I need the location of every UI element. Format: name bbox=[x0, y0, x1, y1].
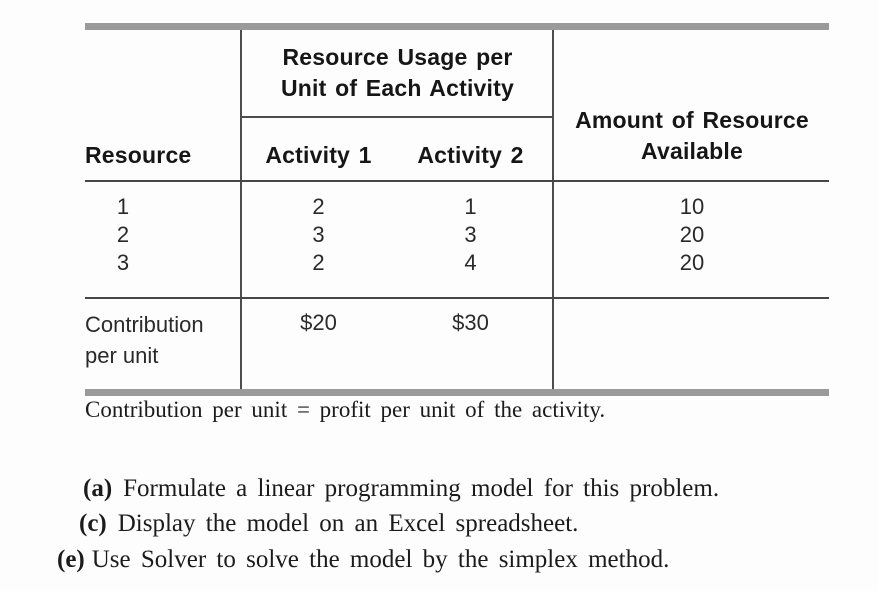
question-label: (e) bbox=[57, 546, 85, 573]
question-label: (c) bbox=[79, 510, 107, 537]
question-text: Formulate a linear programming model for… bbox=[123, 475, 720, 502]
table-bottom-bar bbox=[85, 389, 829, 396]
contribution-label-line2: per unit bbox=[85, 343, 159, 368]
cell-activity1: 3 bbox=[312, 222, 325, 247]
span-header-line1: Resource Usage per bbox=[282, 44, 513, 70]
amount-header-line1: Amount of Resource bbox=[575, 107, 809, 133]
cell-resource: 1 bbox=[116, 194, 130, 219]
column-header-activity2: Activity 2 bbox=[417, 142, 524, 168]
cell-activity2: 1 bbox=[464, 194, 477, 219]
span-header: Resource Usage per Unit of Each Activity bbox=[241, 42, 554, 104]
body-bottom-rule bbox=[85, 297, 829, 299]
cell-amount: 20 bbox=[679, 222, 705, 247]
question-text: Use Solver to solve the model by the sim… bbox=[91, 546, 670, 573]
cell-activity2: 3 bbox=[464, 222, 477, 247]
question-item-c: (c) Display the model on an Excel spreads… bbox=[79, 510, 578, 538]
question-text: Display the model on an Excel spreadshee… bbox=[117, 510, 579, 537]
contribution-row-label: Contribution per unit bbox=[85, 309, 204, 371]
cell-resource: 2 bbox=[116, 222, 130, 247]
question-label: (a) bbox=[83, 475, 113, 502]
column-header-amount-available: Amount of Resource Available bbox=[553, 105, 831, 167]
table-vertical-rule-right bbox=[552, 30, 554, 390]
table-top-bar bbox=[85, 23, 829, 30]
amount-header-line2: Available bbox=[641, 138, 743, 164]
column-header-resource: Resource bbox=[85, 142, 192, 168]
contribution-label-line1: Contribution bbox=[85, 312, 204, 337]
span-header-line2: Unit of Each Activity bbox=[281, 75, 514, 101]
cell-contribution-activity2: $30 bbox=[452, 310, 489, 335]
cell-activity1: 2 bbox=[312, 250, 325, 275]
question-item-e: (e) Use Solver to solve the model by the … bbox=[57, 546, 669, 574]
cell-contribution-activity1: $20 bbox=[300, 310, 337, 335]
span-header-underline bbox=[241, 116, 554, 118]
header-bottom-rule bbox=[85, 180, 829, 182]
cell-amount: 10 bbox=[679, 194, 705, 219]
cell-resource: 3 bbox=[116, 250, 130, 275]
question-item-a: (a) Formulate a linear programming model … bbox=[83, 475, 719, 503]
cell-activity2: 4 bbox=[464, 250, 477, 275]
table-footnote: Contribution per unit = profit per unit … bbox=[85, 397, 606, 422]
table-vertical-rule-left bbox=[240, 30, 242, 390]
column-header-activity1: Activity 1 bbox=[265, 142, 372, 168]
cell-activity1: 2 bbox=[312, 194, 325, 219]
cell-amount: 20 bbox=[679, 250, 705, 275]
